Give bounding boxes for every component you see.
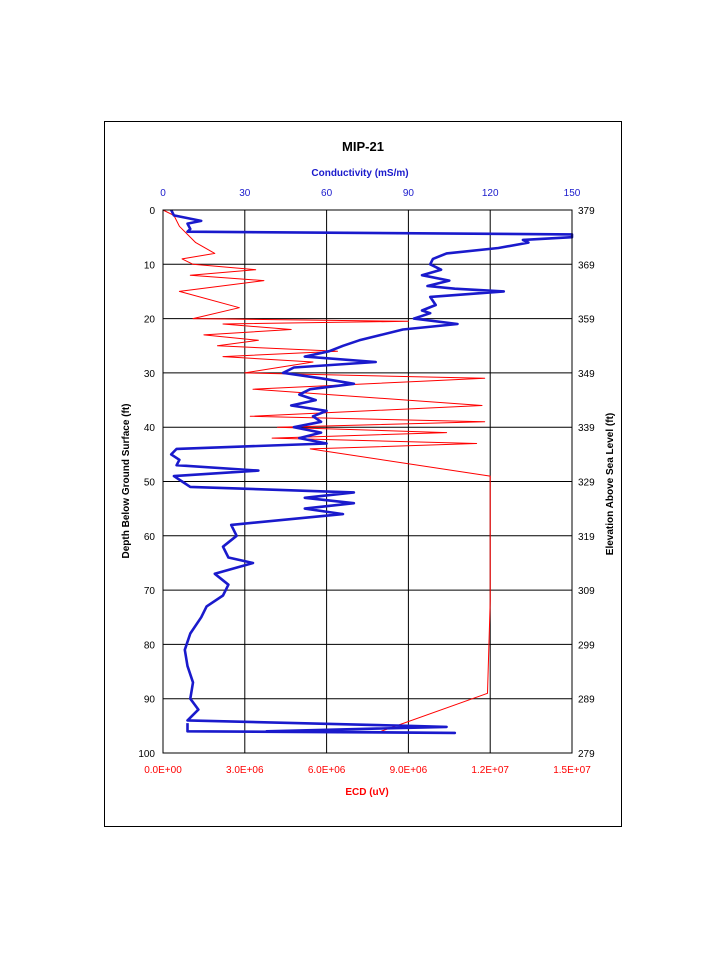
right-tick-label: 329 [578, 478, 595, 489]
grid [163, 210, 572, 753]
chart-frame [104, 121, 622, 827]
ecd-series [162, 209, 491, 732]
top-tick-label: 0 [160, 188, 166, 199]
left-tick-label: 10 [144, 260, 156, 271]
bottom-tick-label: 6.0E+06 [308, 765, 346, 776]
left-tick-label: 50 [144, 478, 156, 489]
bottom-tick-label: 1.5E+07 [553, 765, 591, 776]
left-tick-label: 30 [144, 369, 156, 380]
top-tick-label: 150 [564, 188, 581, 199]
bottom-axis-label: ECD (uV) [345, 787, 388, 798]
bottom-tick-label: 3.0E+06 [226, 765, 264, 776]
right-tick-label: 339 [578, 423, 595, 434]
right-tick-label: 319 [578, 532, 595, 543]
top-tick-label: 30 [239, 188, 251, 199]
ecd-line [162, 209, 491, 732]
plot-area [162, 209, 573, 754]
right-tick-label: 289 [578, 695, 595, 706]
right-tick-label: 359 [578, 315, 595, 326]
left-axis-label: Depth Below Ground Surface (ft) [121, 404, 132, 559]
right-tick-label: 379 [578, 206, 595, 217]
conductivity-line [169, 209, 574, 735]
left-tick-label: 0 [149, 206, 155, 217]
left-tick-label: 70 [144, 586, 156, 597]
right-tick-label: 299 [578, 640, 595, 651]
right-tick-label: 279 [578, 749, 595, 760]
top-axis-label: Conductivity (mS/m) [311, 168, 408, 179]
top-tick-label: 90 [403, 188, 415, 199]
chart-title: MIP-21 [342, 139, 384, 154]
left-tick-label: 80 [144, 640, 156, 651]
left-tick-label: 20 [144, 315, 156, 326]
right-axis-label: Elevation Above Sea Level (ft) [605, 413, 616, 555]
bottom-tick-label: 9.0E+06 [390, 765, 428, 776]
right-tick-label: 349 [578, 369, 595, 380]
left-tick-label: 90 [144, 695, 156, 706]
tick-labels: 0 379 10 369 20 359 30 349 40 339 50 329 60 319 70 309 8… [138, 188, 595, 776]
right-tick-label: 309 [578, 586, 595, 597]
right-tick-label: 369 [578, 260, 595, 271]
conductivity-series [169, 209, 574, 735]
left-tick-label: 40 [144, 423, 156, 434]
bottom-tick-label: 1.2E+07 [471, 765, 509, 776]
bottom-tick-label: 0.0E+00 [144, 765, 182, 776]
left-tick-label: 100 [138, 749, 155, 760]
top-tick-label: 60 [321, 188, 333, 199]
left-tick-label: 60 [144, 532, 156, 543]
top-tick-label: 120 [482, 188, 499, 199]
